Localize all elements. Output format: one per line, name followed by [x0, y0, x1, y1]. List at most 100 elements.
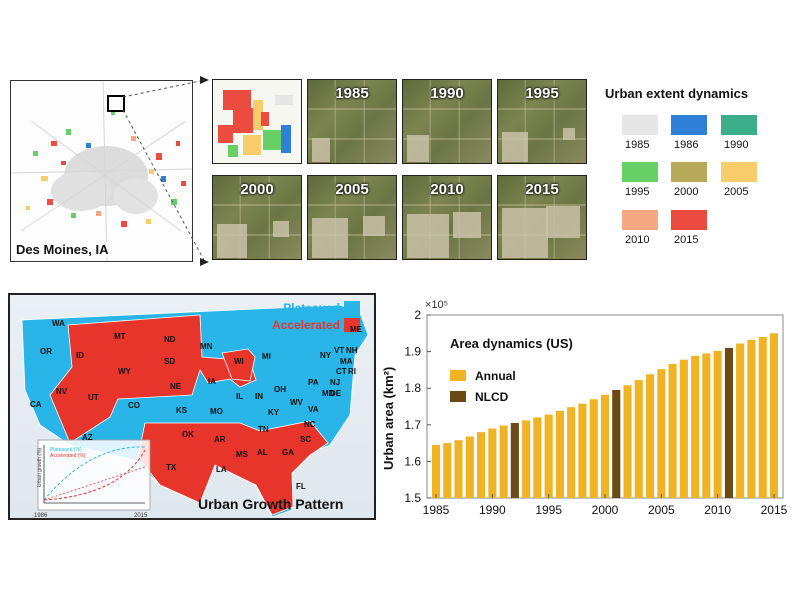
x-tick-label: 2005 [648, 503, 675, 517]
y-tick-label: 1.5 [404, 491, 421, 505]
satellite-tile-1990: 1990 [402, 79, 492, 164]
tile-year-label: 2015 [525, 181, 559, 198]
annual-bar [544, 414, 553, 498]
state-label: NY [320, 351, 332, 360]
map-legend-accelerated-swatch [344, 318, 360, 332]
state-label: IA [208, 377, 216, 386]
area-dynamics-chart: 1.5 1.6 1.7 1.8 1.9 2 1985 1990 1995 2000 2005 201… [381, 299, 788, 517]
zoom-connector-lines [122, 76, 209, 266]
tile-year-label: 1990 [430, 85, 464, 102]
state-label: RI [348, 367, 356, 376]
state-label: NH [346, 346, 358, 355]
annual-bar [679, 359, 688, 498]
x-tick-label: 1990 [479, 503, 506, 517]
inset-xtick-start: 1986 [34, 513, 48, 519]
state-label: WV [290, 398, 303, 407]
state-label: CO [128, 401, 140, 410]
legend-swatch-1990 [721, 115, 757, 135]
state-label: ND [164, 335, 176, 344]
state-label: AZ [82, 433, 93, 442]
annual-bar [443, 443, 452, 498]
zoom-box [107, 95, 125, 112]
legend-swatch-1995 [622, 162, 658, 182]
state-label: PA [308, 378, 319, 387]
annual-bar [488, 428, 497, 498]
legend-label-2005: 2005 [724, 186, 749, 198]
legend-label-1995: 1995 [625, 186, 650, 198]
state-label: MS [236, 450, 248, 459]
state-label: WY [118, 367, 131, 376]
state-label: KY [268, 408, 280, 417]
state-label: ID [76, 351, 84, 360]
state-label: KS [176, 406, 188, 415]
annual-bar [623, 385, 632, 498]
state-label: MT [114, 332, 126, 341]
state-label: AR [214, 435, 226, 444]
y-tick-label: 1.9 [404, 345, 421, 359]
y-tick-label: 1.8 [404, 381, 421, 395]
annual-bar [736, 343, 745, 498]
annual-bar [634, 380, 643, 498]
chart-ylabel: Urban area (km²) [381, 367, 396, 470]
legend-swatch-2000 [671, 162, 707, 182]
us-urban-growth-map: Urban growth (%) Plateaued (%) Accelerat… [8, 293, 376, 520]
inset-legend-accelerated: Accelerated (%) [50, 453, 86, 459]
y-tick-label: 2 [414, 308, 421, 322]
state-label: NC [304, 420, 316, 429]
x-tick-label: 2015 [761, 503, 788, 517]
annual-bar [578, 403, 587, 498]
state-label: SC [300, 435, 312, 444]
annual-bar [432, 444, 441, 498]
annual-bar [465, 436, 474, 498]
state-label: NJ [330, 378, 341, 387]
legend-nlcd-swatch [450, 391, 466, 402]
legend-swatch-2010 [622, 210, 658, 230]
state-label: CA [30, 400, 42, 409]
state-label: MN [200, 342, 213, 351]
legend-label-1986: 1986 [674, 139, 699, 151]
state-label: TN [258, 425, 269, 434]
us-state-map-graphic: Urban growth (%) Plateaued (%) Accelerat… [21, 304, 369, 519]
state-label: IL [236, 392, 244, 401]
state-label: FL [296, 482, 306, 491]
legend-label-2000: 2000 [674, 186, 699, 198]
satellite-tile-2010: 2010 [402, 175, 492, 260]
state-label: MI [262, 352, 271, 361]
legend-swatch-1985 [622, 115, 658, 135]
state-label: WI [234, 357, 244, 366]
annual-bar [657, 369, 666, 498]
annual-bar [477, 432, 486, 498]
annual-bar [589, 399, 598, 498]
nlcd-bar [510, 423, 519, 498]
y-tick-label: 1.6 [404, 454, 421, 468]
annual-bar [758, 337, 767, 498]
state-label: WA [52, 319, 65, 328]
legend-label-2010: 2010 [625, 234, 650, 246]
legend-label-1985: 1985 [625, 139, 650, 151]
state-label: VA [308, 405, 319, 414]
legend-swatch-2015 [671, 210, 707, 230]
state-label: OH [274, 385, 286, 394]
state-label: MO [210, 407, 223, 416]
annual-bar [567, 407, 576, 498]
state-label: UT [88, 393, 99, 402]
annual-bar [533, 417, 542, 498]
legend-annual-swatch [450, 370, 466, 381]
state-label: NV [56, 387, 68, 396]
tile-year-label: 2010 [430, 181, 464, 198]
state-label: OK [182, 430, 194, 439]
urban-extent-map-graphic [11, 81, 192, 261]
state-label: MA [340, 357, 353, 366]
state-label: AL [257, 448, 268, 457]
annual-bar [691, 356, 700, 498]
legend-swatch-1986 [671, 115, 707, 135]
state-label: MD [322, 389, 335, 398]
des-moines-overview-map: Des Moines, IA [10, 80, 193, 262]
satellite-tile-2015: 2015 [497, 175, 587, 260]
state-label: GA [282, 448, 294, 457]
map-legend-plateaued-label: Plateaued [283, 301, 340, 315]
city-label: Des Moines, IA [16, 242, 109, 257]
state-label: CT [336, 367, 347, 376]
annual-bar [702, 353, 711, 498]
satellite-tile-1995: 1995 [497, 79, 587, 164]
